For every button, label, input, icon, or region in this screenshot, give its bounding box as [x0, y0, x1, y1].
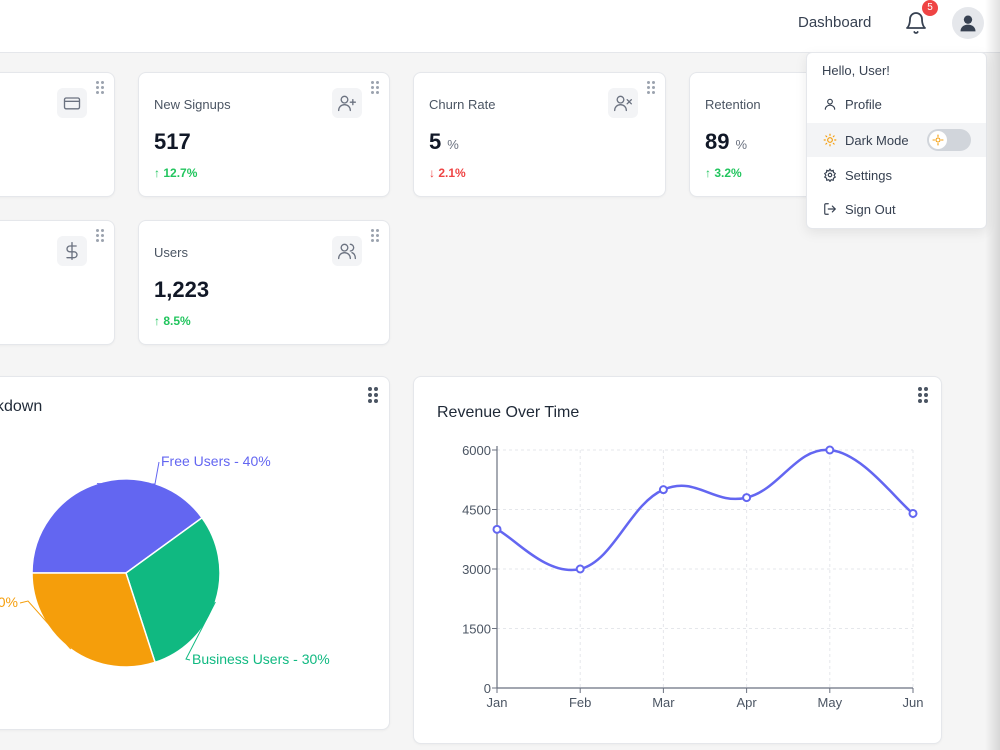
sun-icon	[932, 134, 944, 146]
stat-value: 5%	[429, 129, 459, 154]
stat-card-churn-rate: Churn Rate 5% ↓ 2.1%	[413, 72, 666, 197]
pie-chart: Free Users - 40% Business Users - 30% 0%	[0, 453, 330, 668]
panel-title: kdown	[0, 398, 43, 415]
x-tick-label: Jun	[903, 695, 924, 710]
drag-handle[interactable]	[918, 387, 928, 403]
avatar[interactable]	[952, 7, 984, 39]
x-tick-label: Jan	[487, 695, 508, 710]
drag-handle[interactable]	[368, 387, 378, 403]
menu-item-label: Sign Out	[845, 201, 896, 217]
gear-icon	[822, 167, 838, 183]
x-tick-label: Mar	[652, 695, 675, 710]
stat-change: ↓ 2.1%	[429, 166, 466, 180]
pie-slice[interactable]	[125, 516, 221, 664]
drag-handle[interactable]	[371, 81, 379, 94]
user-icon	[822, 96, 838, 112]
y-tick-label: 4500	[462, 503, 491, 518]
data-point[interactable]	[658, 485, 668, 495]
user-greeting: Hello, User!	[822, 63, 890, 78]
drag-handle[interactable]	[96, 81, 104, 94]
data-point[interactable]	[575, 564, 585, 574]
stat-value: 1,223	[154, 277, 210, 302]
stat-label: Users	[154, 245, 188, 260]
dollar-icon	[57, 236, 87, 266]
y-tick-label: 0	[484, 681, 491, 696]
pie-slice-label: 0%	[0, 594, 18, 610]
stat-card-partial	[0, 220, 115, 345]
stat-label: Churn Rate	[429, 97, 496, 112]
panel-title: Revenue Over Time	[437, 404, 580, 421]
scroll-edge-shadow	[985, 0, 1000, 750]
top-bar: Dashboard 5	[0, 0, 1000, 53]
pie-label-line	[96, 461, 160, 485]
menu-item-dark-mode[interactable]: Dark Mode	[807, 123, 986, 157]
line-chart-panel: Revenue Over Time	[413, 376, 942, 744]
stat-card-partial	[0, 72, 115, 197]
pie-slice-label: Business Users - 30%	[192, 651, 330, 667]
menu-item-label: Settings	[845, 167, 892, 183]
toggle-knob	[929, 131, 947, 149]
stat-label: New Signups	[154, 97, 231, 112]
y-tick-label: 3000	[462, 562, 491, 577]
stat-change: ↑ 3.2%	[705, 166, 742, 180]
pie-slice[interactable]	[31, 572, 156, 668]
page-title[interactable]: Dashboard	[798, 14, 872, 31]
menu-item-profile[interactable]: Profile	[807, 87, 986, 121]
series-line	[496, 448, 914, 572]
data-point[interactable]	[742, 493, 752, 503]
y-tick-label: 1500	[462, 622, 491, 637]
pie-slice-label: Free Users - 40%	[161, 453, 271, 469]
drag-handle[interactable]	[371, 229, 379, 242]
stat-card-new-signups: New Signups 517 ↑ 12.7%	[138, 72, 390, 197]
x-tick-label: Apr	[736, 695, 757, 710]
x-tick-label: May	[818, 695, 843, 710]
menu-item-settings[interactable]: Settings	[807, 158, 986, 192]
stat-change: ↑ 12.7%	[154, 166, 198, 180]
dark-mode-toggle[interactable]	[927, 129, 971, 151]
sun-icon	[822, 132, 838, 148]
y-tick-label: 6000	[462, 443, 491, 458]
notification-badge: 5	[922, 0, 938, 16]
user-x-icon	[608, 88, 638, 118]
notification-bell-icon[interactable]	[904, 11, 928, 35]
stat-card-users: Users 1,223 ↑ 8.5%	[138, 220, 390, 345]
x-tick-label: Feb	[569, 695, 591, 710]
line-chart: 0 1500 3000 4500 6000 Jan Feb Mar Apr May Jun	[462, 443, 924, 710]
pie-slice[interactable]	[31, 478, 204, 574]
menu-item-label: Profile	[845, 96, 882, 112]
users-icon	[332, 236, 362, 266]
sign-out-icon	[822, 201, 838, 217]
stat-value: 517	[154, 129, 191, 154]
menu-item-sign-out[interactable]: Sign Out	[807, 192, 986, 226]
drag-handle[interactable]	[647, 81, 655, 94]
menu-item-label: Dark Mode	[845, 132, 909, 148]
pie-label-line	[185, 601, 216, 661]
pie-label-line	[19, 600, 72, 650]
data-point[interactable]	[825, 445, 835, 455]
data-point[interactable]	[908, 508, 918, 518]
credit-card-icon	[57, 88, 87, 118]
stat-change: ↑ 8.5%	[154, 314, 191, 328]
stat-value: 89%	[705, 129, 748, 154]
stat-label: Retention	[705, 97, 761, 112]
user-plus-icon	[332, 88, 362, 118]
user-menu-dropdown: Hello, User! Profile Dark Mode Settings …	[806, 52, 987, 229]
data-point[interactable]	[492, 524, 502, 534]
user-avatar-icon	[960, 15, 976, 32]
drag-handle[interactable]	[96, 229, 104, 242]
